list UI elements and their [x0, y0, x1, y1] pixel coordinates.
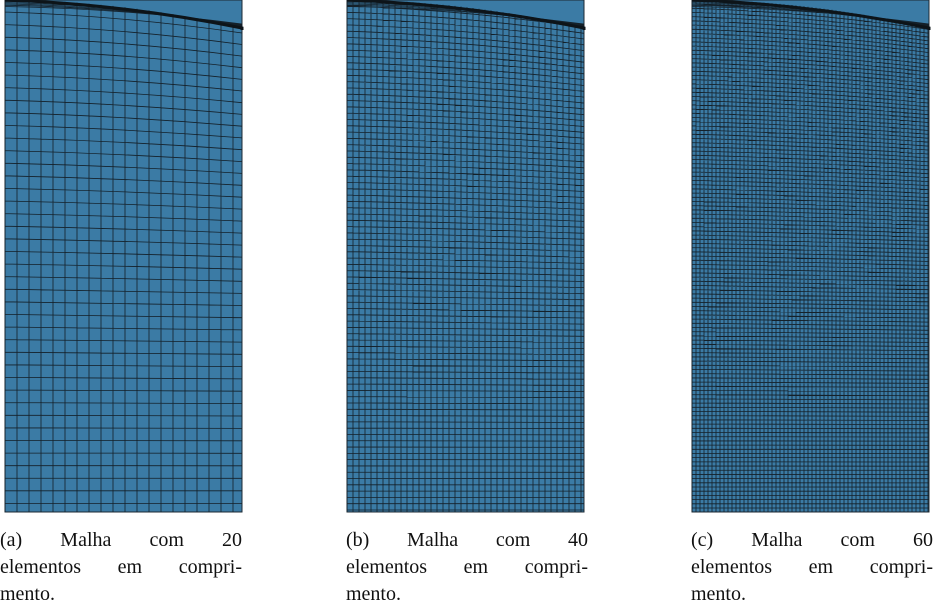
figure: (a) Malha com 20 elementos em compri- me…	[0, 0, 933, 614]
panel	[691, 0, 933, 514]
panel	[346, 0, 588, 514]
caption-line: mento.	[346, 581, 588, 608]
caption-line: mento.	[0, 581, 242, 608]
panel	[4, 0, 246, 514]
caption-line: elementos em compri-	[0, 554, 242, 581]
caption: (c) Malha com 60 elementos em compri- me…	[691, 527, 933, 608]
mesh	[691, 0, 933, 514]
mesh	[346, 0, 588, 514]
caption-line: elementos em compri-	[346, 554, 588, 581]
caption: (a) Malha com 20 elementos em compri- me…	[0, 527, 242, 608]
caption-line: elementos em compri-	[691, 554, 933, 581]
caption-line: (b) Malha com 40	[346, 527, 588, 554]
caption-line: mento.	[691, 581, 933, 608]
caption-line: (c) Malha com 60	[691, 527, 933, 554]
mesh	[4, 0, 246, 514]
caption-line: (a) Malha com 20	[0, 527, 242, 554]
caption: (b) Malha com 40 elementos em compri- me…	[346, 527, 588, 608]
